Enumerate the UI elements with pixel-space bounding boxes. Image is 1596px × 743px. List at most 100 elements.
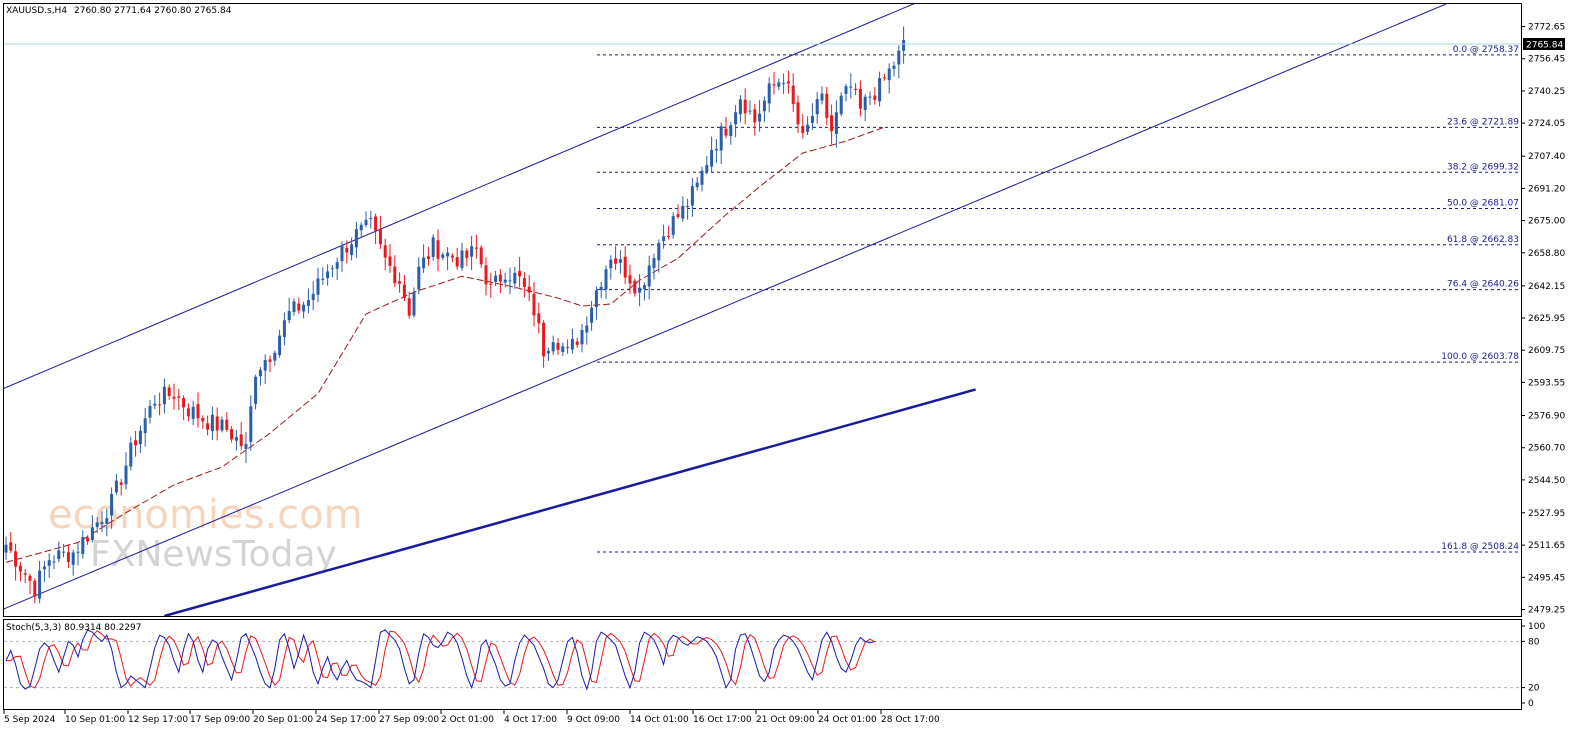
candle-body	[105, 518, 109, 524]
candle-body	[124, 465, 128, 485]
current-price-tag	[1523, 38, 1565, 50]
stoch-main-line	[5, 629, 875, 691]
candle-body	[638, 287, 642, 293]
candle-body	[585, 325, 589, 333]
candle-body	[647, 265, 651, 287]
x-tick-label: 9 Oct 09:00	[567, 715, 620, 725]
candle-body	[234, 437, 238, 441]
candle-body	[743, 99, 747, 114]
candle-body	[542, 322, 546, 357]
y-tick-label: 2642.15	[1528, 282, 1565, 292]
candle-body	[292, 301, 296, 312]
y-tick-label: 2609.75	[1528, 346, 1565, 356]
candle-body	[100, 522, 104, 524]
candle-body	[162, 386, 166, 405]
candle-body	[700, 170, 704, 185]
candle-body	[273, 352, 277, 361]
y-tick-label: 2527.95	[1528, 509, 1565, 519]
candle-body	[676, 214, 680, 217]
candle-body	[302, 304, 306, 312]
candle-body	[834, 112, 838, 134]
candle-body	[662, 236, 666, 242]
candle-body	[465, 250, 469, 258]
candle-body	[546, 350, 550, 354]
candle-body	[426, 256, 430, 259]
candle-body	[849, 86, 853, 88]
candle-body	[710, 149, 714, 167]
candle-body	[628, 275, 632, 284]
fib-label: 161.8 @ 2508.24	[1441, 542, 1519, 552]
fib-label: 0.0 @ 2758.37	[1453, 45, 1519, 55]
x-tick-label: 28 Oct 17:00	[881, 715, 940, 725]
candle-body	[345, 247, 349, 253]
candle-body	[902, 40, 906, 51]
candle-body	[76, 551, 80, 553]
x-tick-label: 20 Sep 01:00	[253, 715, 313, 725]
candle-body	[297, 303, 301, 311]
candle-body	[681, 205, 685, 219]
y-tick-label: 2625.95	[1528, 314, 1565, 324]
candle-body	[590, 307, 594, 323]
candle-body	[110, 494, 114, 516]
candle-body	[719, 126, 723, 151]
candle-body	[407, 298, 411, 316]
fib-label: 23.6 @ 2721.89	[1447, 117, 1519, 127]
candle-body	[887, 68, 891, 81]
candle-body	[767, 83, 771, 104]
x-tick-label: 4 Oct 17:00	[504, 715, 557, 725]
y-tick-label: 2740.25	[1528, 87, 1565, 97]
candle-body	[71, 552, 75, 565]
fib-label: 38.2 @ 2699.32	[1447, 162, 1519, 172]
candle-body	[148, 405, 152, 418]
candle-body	[201, 418, 205, 422]
candle-body	[186, 408, 190, 417]
candle-body	[470, 246, 474, 257]
candle-body	[882, 77, 886, 79]
candle-body	[455, 257, 459, 267]
candle-body	[791, 85, 795, 105]
candle-body	[95, 522, 99, 528]
candle-body	[633, 280, 637, 294]
candle-body	[393, 266, 397, 284]
candle-body	[810, 116, 814, 123]
candle-body	[782, 83, 786, 85]
y-tick-label: 2756.45	[1528, 55, 1565, 65]
candle-body	[772, 84, 776, 86]
candle-body	[18, 565, 22, 572]
candle-body	[282, 320, 286, 338]
ohlc-values: 2760.80 2771.64 2760.80 2765.84	[74, 6, 232, 16]
ma-line	[5, 126, 885, 563]
y-tick-label: 2691.20	[1528, 184, 1565, 194]
fib-label: 61.8 @ 2662.83	[1447, 235, 1519, 245]
candle-body	[86, 537, 90, 542]
candle-body	[129, 442, 133, 467]
candle-body	[738, 99, 742, 115]
stochastic-oscillator: 100 80 20 0	[4, 622, 1545, 709]
candle-body	[4, 544, 8, 553]
candle-body	[57, 550, 61, 560]
trend-channel	[4, 4, 1447, 616]
candle-body	[474, 247, 478, 249]
candlestick-series	[4, 26, 906, 604]
candle-body	[47, 560, 51, 566]
candle-body	[479, 247, 483, 265]
candle-body	[604, 269, 608, 290]
x-tick-label: 24 Oct 01:00	[818, 715, 877, 725]
candle-body	[9, 542, 13, 551]
candle-body	[522, 278, 526, 287]
channel-line	[4, 4, 1447, 610]
y-tick-label: 2560.70	[1528, 444, 1565, 454]
candle-body	[897, 50, 901, 65]
x-tick-label: 12 Sep 17:00	[128, 715, 188, 725]
candle-body	[561, 346, 565, 352]
candle-body	[42, 566, 46, 570]
fib-label: 50.0 @ 2681.07	[1447, 199, 1519, 209]
candle-body	[878, 78, 882, 102]
candle-body	[666, 235, 670, 237]
candle-body	[330, 268, 334, 270]
candle-body	[566, 347, 570, 349]
candle-body	[412, 292, 416, 316]
candle-body	[854, 88, 858, 90]
candle-body	[220, 419, 224, 431]
candle-body	[729, 125, 733, 136]
